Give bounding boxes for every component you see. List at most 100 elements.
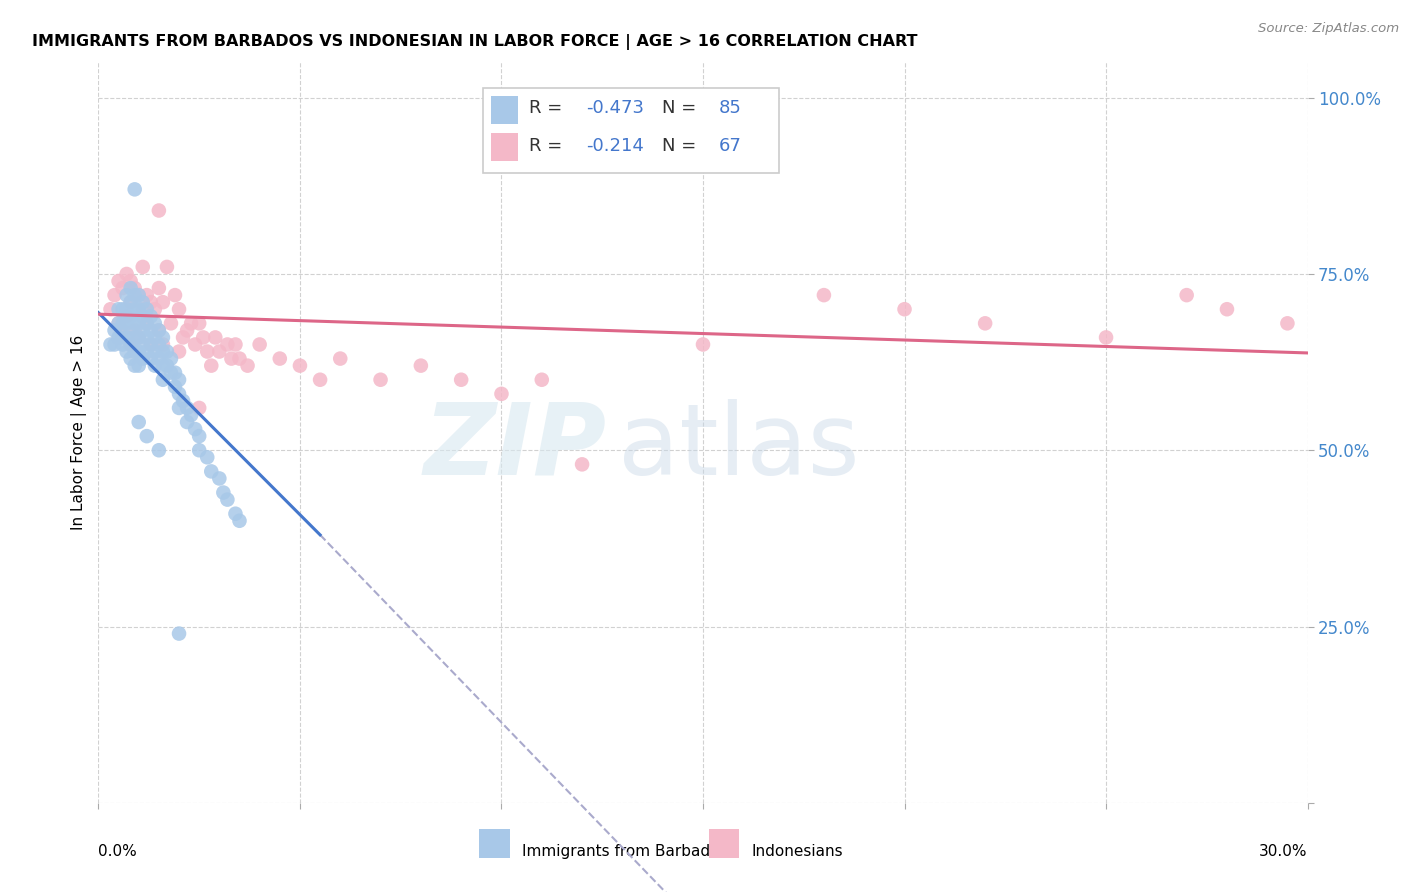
Point [148, 281, 170, 295]
Point [107, 274, 129, 288]
Point [224, 507, 246, 521]
Point [124, 316, 146, 330]
Point [208, 471, 231, 485]
Point [139, 310, 162, 324]
Point [167, 302, 190, 317]
Point [115, 330, 138, 344]
Bar [492, 133, 517, 161]
Text: -0.214: -0.214 [586, 137, 644, 155]
Bar [479, 829, 509, 858]
Point [491, 387, 513, 401]
Point [309, 373, 332, 387]
Point [236, 359, 259, 373]
Point [103, 288, 125, 302]
Point [128, 330, 150, 344]
Point [139, 337, 162, 351]
Point [249, 337, 271, 351]
Point [135, 316, 157, 330]
Text: Immigrants from Barbados: Immigrants from Barbados [522, 844, 727, 858]
Point [107, 330, 129, 344]
Point [139, 295, 162, 310]
Point [139, 351, 162, 366]
Point [139, 323, 162, 337]
Point [167, 626, 190, 640]
Point [974, 316, 997, 330]
Point [156, 344, 179, 359]
Point [1216, 302, 1239, 317]
Point [139, 337, 162, 351]
Point [124, 344, 146, 359]
Point [329, 351, 352, 366]
Point [212, 485, 235, 500]
Point [111, 323, 134, 337]
Point [450, 373, 472, 387]
Bar [492, 95, 517, 124]
Point [115, 267, 138, 281]
Point [188, 401, 211, 415]
Point [208, 344, 231, 359]
Point [193, 330, 215, 344]
Point [124, 359, 146, 373]
Point [200, 359, 222, 373]
Point [107, 316, 129, 330]
Point [103, 337, 125, 351]
Point [120, 337, 142, 351]
Point [128, 344, 150, 359]
Point [124, 302, 146, 317]
Point [180, 316, 202, 330]
Point [172, 330, 194, 344]
Point [152, 295, 174, 310]
Point [217, 337, 239, 351]
Text: N =: N = [662, 99, 702, 118]
Point [143, 316, 166, 330]
Point [188, 443, 211, 458]
Point [160, 351, 183, 366]
Point [156, 260, 179, 274]
Point [128, 330, 150, 344]
Point [228, 514, 250, 528]
Point [120, 281, 142, 295]
Bar [709, 829, 740, 858]
Text: IMMIGRANTS FROM BARBADOS VS INDONESIAN IN LABOR FORCE | AGE > 16 CORRELATION CHA: IMMIGRANTS FROM BARBADOS VS INDONESIAN I… [32, 34, 918, 50]
Point [195, 344, 218, 359]
Text: R =: R = [529, 137, 568, 155]
Text: -0.473: -0.473 [586, 99, 644, 118]
Point [111, 281, 134, 295]
Point [188, 316, 211, 330]
Point [152, 359, 174, 373]
Point [370, 373, 392, 387]
Text: 0.0%: 0.0% [98, 844, 138, 858]
Point [813, 288, 835, 302]
Point [132, 323, 155, 337]
Point [163, 366, 186, 380]
Point [115, 344, 138, 359]
Point [163, 288, 186, 302]
Point [409, 359, 432, 373]
Point [167, 373, 190, 387]
Point [1277, 316, 1299, 330]
Point [148, 351, 170, 366]
Text: ZIP: ZIP [423, 399, 606, 496]
Point [152, 330, 174, 344]
Point [180, 408, 202, 422]
Point [172, 393, 194, 408]
Point [124, 281, 146, 295]
Point [107, 302, 129, 317]
Point [221, 351, 243, 366]
Point [124, 330, 146, 344]
Point [143, 330, 166, 344]
Point [111, 330, 134, 344]
Point [152, 337, 174, 351]
Point [269, 351, 291, 366]
Point [120, 323, 142, 337]
Point [152, 344, 174, 359]
Point [135, 429, 157, 443]
Point [156, 359, 179, 373]
Point [111, 302, 134, 317]
Point [195, 450, 218, 465]
Point [124, 288, 146, 302]
Point [167, 344, 190, 359]
Text: Source: ZipAtlas.com: Source: ZipAtlas.com [1258, 22, 1399, 36]
Point [148, 203, 170, 218]
Point [288, 359, 311, 373]
